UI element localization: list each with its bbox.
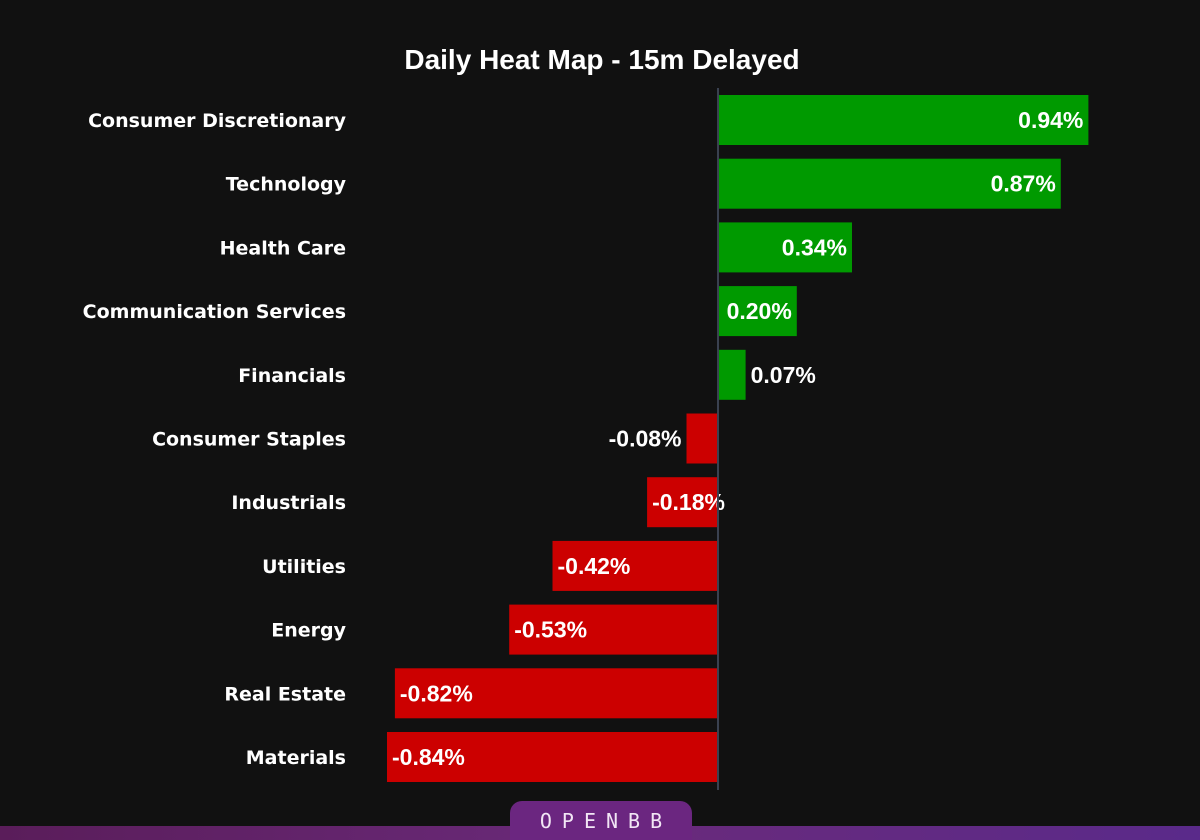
value-label-communication-services: 0.20% [727,298,792,324]
value-label-consumer-staples: -0.08% [609,426,682,452]
value-label-real-estate: -0.82% [400,680,473,706]
chart-title: Daily Heat Map - 15m Delayed [404,44,799,75]
bar-real-estate [394,668,718,719]
bar-health-care [718,222,852,273]
value-label-health-care: 0.34% [782,234,847,260]
logo-text: OPENBB [539,808,673,833]
value-label-financials: 0.07% [751,362,816,388]
category-label-real-estate: Real Estate [224,683,346,705]
bar-consumer-staples [686,413,718,464]
value-labels: 0.94% 0.87% 0.34% 0.20% 0.07% -0.08% -0.18% -0.… [392,107,1083,770]
bar-utilities [552,540,718,591]
value-label-energy: -0.53% [514,617,587,643]
bar-financials [718,349,746,400]
bar-technology [718,158,1061,209]
bar-materials [387,732,718,782]
category-label-financials: Financials [238,365,346,387]
bar-consumer-discretionary [718,95,1089,145]
bar-communication-services [718,286,797,337]
value-label-utilities: -0.42% [558,553,631,579]
category-label-industrials: Industrials [231,492,346,514]
openbb-logo: OPENBB [510,801,692,840]
category-label-health-care: Health Care [220,237,346,259]
bar-industrials [647,477,718,528]
value-label-technology: 0.87% [991,171,1056,197]
value-label-materials: -0.84% [392,744,465,770]
category-label-technology: Technology [226,174,347,196]
bar-energy [509,604,718,655]
bars-group [387,95,1089,782]
category-label-consumer-staples: Consumer Staples [152,429,346,451]
category-label-utilities: Utilities [262,556,346,578]
value-label-industrials: -0.18% [652,489,725,515]
category-label-energy: Energy [271,620,346,642]
category-labels: Consumer Discretionary Technology Health C… [83,110,347,769]
value-label-consumer-discretionary: 0.94% [1018,107,1083,133]
category-label-consumer-discretionary: Consumer Discretionary [88,110,347,132]
category-label-communication-services: Communication Services [83,301,346,323]
category-label-materials: Materials [246,747,346,769]
